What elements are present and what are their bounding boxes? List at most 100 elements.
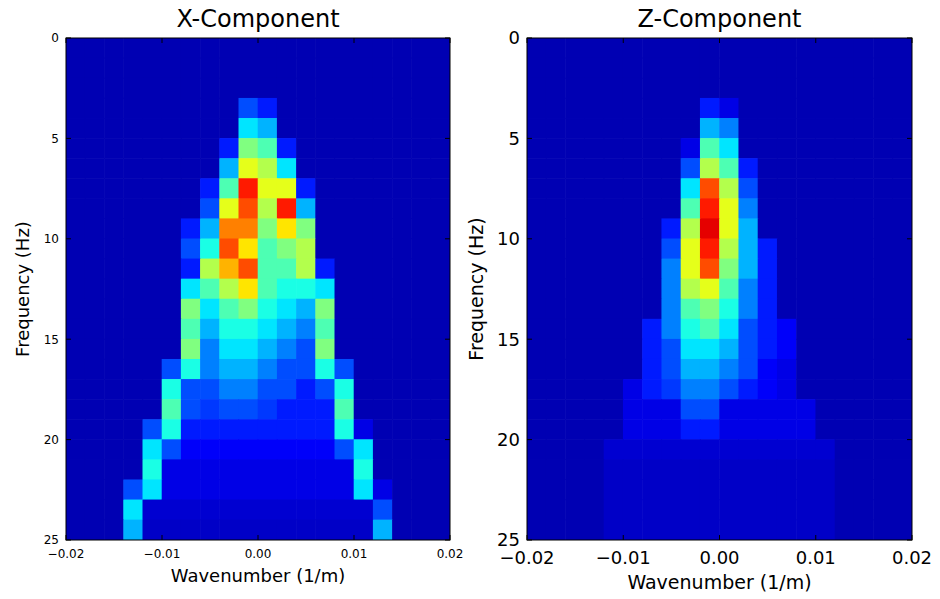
- heat-cell: [565, 419, 585, 440]
- heat-cell: [392, 118, 412, 139]
- heat-cell: [854, 218, 874, 239]
- heat-cell: [104, 319, 124, 340]
- heat-cell: [123, 259, 143, 280]
- heat-cell: [854, 138, 874, 159]
- x-tick: [815, 535, 816, 540]
- heat-cell: [431, 138, 451, 159]
- heat-cell: [758, 500, 778, 521]
- heat-cell: [392, 500, 412, 521]
- heat-cell: [239, 359, 259, 380]
- heat-cell: [239, 439, 259, 460]
- heat-cell: [584, 379, 604, 400]
- heat-cell: [373, 439, 393, 460]
- heat-cell: [200, 158, 220, 179]
- heat-cell: [642, 239, 662, 260]
- heat-cell: [85, 500, 105, 521]
- heat-cell: [565, 500, 585, 521]
- heat-cell: [392, 419, 412, 440]
- heat-cell: [777, 239, 797, 260]
- heat-cell: [335, 339, 355, 360]
- heat-cell: [354, 479, 374, 500]
- heat-cell: [584, 479, 604, 500]
- heat-cell: [892, 158, 912, 179]
- heat-cell: [642, 479, 662, 500]
- heat-cell: [777, 38, 797, 58]
- heat-cell: [835, 78, 855, 99]
- heat-cell: [777, 299, 797, 320]
- heat-cell: [527, 178, 547, 199]
- heat-cell: [527, 58, 547, 79]
- heat-cell: [873, 500, 893, 521]
- heat-cell: [604, 459, 624, 480]
- heat-cell: [815, 259, 835, 280]
- heat-cell: [835, 339, 855, 360]
- heat-cell: [104, 158, 124, 179]
- heat-cell: [623, 279, 643, 300]
- y-tick-label: 10: [44, 232, 59, 246]
- heat-cell: [815, 359, 835, 380]
- heat-cell: [835, 399, 855, 420]
- heat-cell: [719, 419, 739, 440]
- heat-cell: [584, 459, 604, 480]
- heat-cell: [239, 419, 259, 440]
- heat-cell: [584, 118, 604, 139]
- heat-cell: [392, 98, 412, 119]
- heat-cell: [392, 178, 412, 199]
- heat-cell: [66, 319, 86, 340]
- heat-cell: [584, 339, 604, 360]
- heat-cell: [835, 459, 855, 480]
- heat-cell: [700, 98, 720, 119]
- heat-cell: [411, 239, 431, 260]
- heat-cell: [719, 399, 739, 420]
- heat-cell: [623, 500, 643, 521]
- heat-cell: [104, 138, 124, 159]
- heat-cell: [815, 479, 835, 500]
- heat-cell: [700, 419, 720, 440]
- heat-cell: [373, 359, 393, 380]
- heat-cell: [835, 138, 855, 159]
- heat-cell: [738, 259, 758, 280]
- heat-cell: [758, 118, 778, 139]
- heat-cell: [219, 459, 239, 480]
- heat-cell: [143, 319, 163, 340]
- heat-cell: [642, 138, 662, 159]
- heat-cell: [584, 158, 604, 179]
- heat-cell: [66, 38, 86, 58]
- heat-cell: [565, 239, 585, 260]
- heat-cell: [700, 520, 720, 540]
- heat-cell: [661, 98, 681, 119]
- heat-cell: [738, 279, 758, 300]
- heat-cell: [239, 520, 259, 540]
- heat-cell: [335, 218, 355, 239]
- heat-cell: [835, 500, 855, 521]
- heat-cell: [258, 520, 278, 540]
- x-tick: [719, 535, 720, 540]
- heat-cell: [162, 520, 182, 540]
- heat-cell: [565, 58, 585, 79]
- heat-cell: [777, 218, 797, 239]
- heat-cell: [85, 299, 105, 320]
- heat-cell: [796, 118, 816, 139]
- heat-cell: [796, 459, 816, 480]
- heat-cell: [104, 38, 124, 58]
- heat-cell: [315, 379, 335, 400]
- heat-cell: [777, 279, 797, 300]
- heat-cell: [719, 359, 739, 380]
- heat-cell: [681, 58, 701, 79]
- heat-cell: [354, 359, 374, 380]
- heat-cell: [335, 178, 355, 199]
- heat-cell: [162, 198, 182, 219]
- heat-cell: [738, 198, 758, 219]
- heat-cell: [181, 218, 201, 239]
- heat-cell: [239, 138, 259, 159]
- heat-cell: [719, 98, 739, 119]
- heat-cell: [315, 279, 335, 300]
- heat-cell: [738, 178, 758, 199]
- heat-cell: [527, 98, 547, 119]
- heat-cell: [315, 158, 335, 179]
- heat-cell: [738, 118, 758, 139]
- heat-cell: [219, 178, 239, 199]
- heat-cell: [584, 198, 604, 219]
- heat-cell: [546, 479, 566, 500]
- y-tick: [445, 38, 450, 39]
